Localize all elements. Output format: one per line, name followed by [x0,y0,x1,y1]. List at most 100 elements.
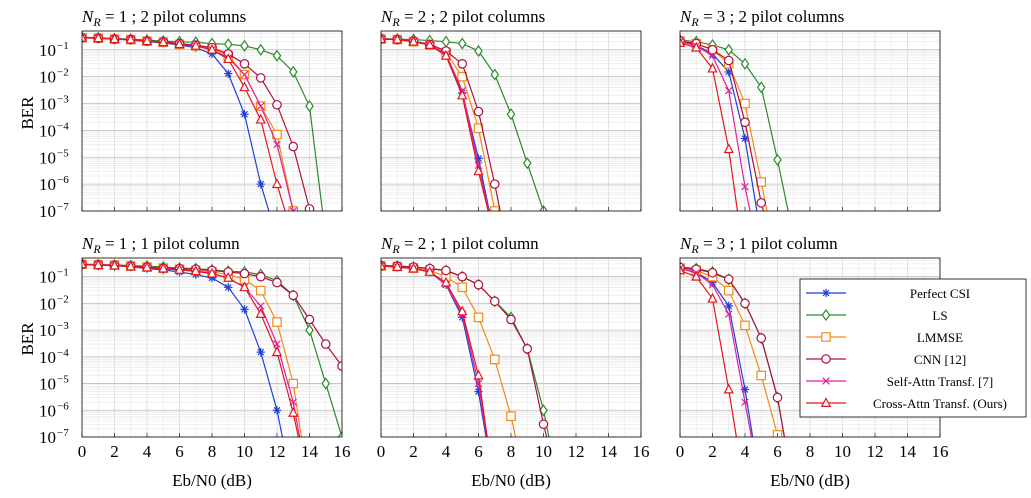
y-tick-exponent: −1 [57,267,69,279]
data-point [255,285,266,296]
data-point [256,347,265,357]
data-point [288,378,299,389]
xlabel-right: Eb/N0 (dB) [770,471,850,490]
panel-3: NR = 3 ; 2 pilot columns [679,7,941,212]
data-point [474,44,483,58]
y-tick-exponent: −1 [57,40,69,52]
data-point [288,290,299,301]
y-tick-label: 10 [39,202,56,221]
series-group [680,33,789,211]
data-point [522,343,533,354]
x-tick-label: 14 [301,442,319,461]
data-point [93,32,104,43]
x-tick-label: 10 [236,442,253,461]
y-tick-label: 10 [39,148,56,167]
data-point [756,198,767,208]
y-tick-exponent: −2 [57,67,69,79]
data-point [506,411,516,422]
data-point [740,117,750,128]
data-point [474,379,483,388]
xlabel-left: Eb/N0 (dB) [172,471,252,490]
y-tick-exponent: −7 [57,427,69,439]
x-tick-label: 2 [409,442,418,461]
data-point [82,258,88,269]
data-point [489,179,500,189]
data-point [489,296,500,307]
data-point [756,370,767,381]
data-point [724,43,734,56]
legend-label: LMMSE [917,330,963,345]
y-tick-label: 10 [39,321,56,340]
panel-title: NR = 1 ; 2 pilot columns [81,7,246,29]
y-tick-label: 10 [39,175,56,194]
data-point [239,268,250,279]
legend-label: Self-Attn Transf. [7] [887,374,994,389]
data-point [707,62,718,73]
data-point [289,207,298,211]
data-point [240,110,249,119]
data-point [740,385,750,394]
data-point [408,262,419,273]
data-point [440,49,452,60]
data-point [273,140,281,149]
data-point [224,283,233,292]
xlabel-middle: Eb/N0 (dB) [471,471,551,490]
data-point [392,261,403,271]
x-tick-label: 12 [568,442,585,461]
data-point [723,55,734,66]
x-tick-label: 8 [507,442,516,461]
data-point [305,100,314,113]
y-tick-label: 10 [39,348,56,367]
y-tick-exponent: −7 [57,201,69,213]
data-point [441,265,451,276]
data-point [190,265,201,276]
data-point [240,70,249,79]
x-tick-label: 0 [676,442,685,461]
grid [82,258,342,437]
data-point [773,153,782,166]
y-tick-exponent: −3 [57,94,69,106]
data-point [741,398,749,407]
data-point [223,38,233,51]
data-point [224,69,233,78]
x-tick-label: 16 [633,442,650,461]
data-point [457,282,468,293]
data-point [109,259,120,270]
y-tick-exponent: −4 [57,120,69,132]
series-line [680,41,751,211]
legend-marker [821,354,831,364]
data-point [206,43,218,54]
legend-label: Perfect CSI [910,286,970,301]
y-tick-exponent: −3 [57,320,69,332]
data-point [288,65,298,78]
data-point [337,430,342,437]
data-point [206,267,218,278]
x-tick-label: 10 [535,442,552,461]
data-point [256,102,265,110]
data-point [473,279,484,290]
data-point [392,33,403,44]
x-tick-label: 8 [208,442,217,461]
data-point [424,39,435,50]
data-point [239,59,250,69]
data-point [724,310,733,318]
data-point [305,324,314,337]
data-point [272,277,282,288]
legend: Perfect CSI LS LMMSE CNN [12] Self-Attn Tran… [799,278,1027,418]
data-point [441,35,451,48]
x-tick-label: 14 [899,442,917,461]
data-point [256,43,266,56]
data-point [408,35,419,46]
data-point [707,44,718,55]
legend-marker [822,377,830,385]
panel-2: NR = 2 ; 2 pilot columns [380,7,642,212]
data-point [255,73,266,83]
x-tick-label: 12 [867,442,884,461]
data-point [272,49,282,62]
data-point [256,302,265,310]
data-point [691,41,702,52]
x-tick-label: 6 [175,442,184,461]
data-point [723,285,734,296]
